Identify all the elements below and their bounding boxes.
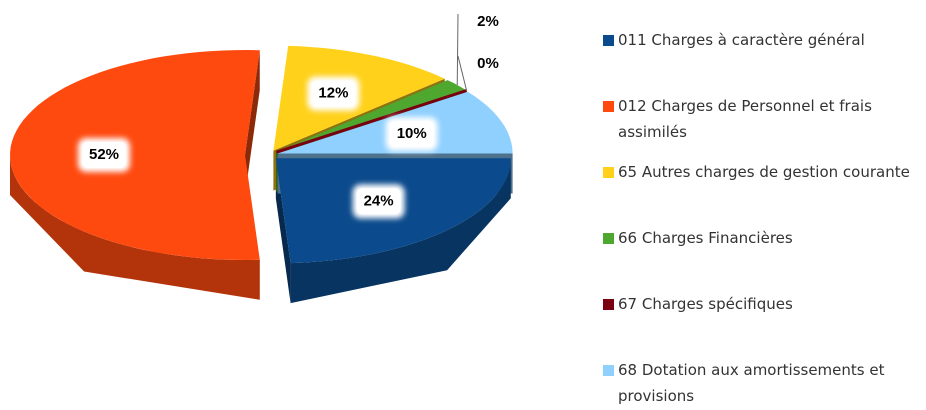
slice-side <box>245 50 260 195</box>
legend-swatch <box>603 299 614 310</box>
label-box <box>82 142 126 168</box>
legend-label: 66 Charges Financières <box>618 229 793 247</box>
legend-item: 67 Charges spécifiques <box>603 291 923 357</box>
data-label: 0% <box>477 55 499 72</box>
legend-swatch <box>603 233 614 244</box>
slice <box>276 80 467 152</box>
legend-swatch <box>603 101 614 112</box>
label-box <box>356 188 401 215</box>
leader-line <box>457 55 468 91</box>
legend-label: 68 Dotation aux amortissements et provis… <box>618 361 885 405</box>
legend-label: 011 Charges à caractère général <box>618 31 865 49</box>
label-box <box>389 121 434 148</box>
legend-item: 65 Autres charges de gestion courante <box>603 159 923 225</box>
legend: 011 Charges à caractère général 012 Charg… <box>603 27 923 410</box>
leader-line <box>456 13 459 86</box>
legend-item: 011 Charges à caractère général <box>603 27 923 93</box>
legend-label: 65 Autres charges de gestion courante <box>618 163 910 181</box>
data-label: 2% <box>477 13 499 30</box>
data-label: 24% <box>364 192 394 209</box>
legend-item: 66 Charges Financières <box>603 225 923 291</box>
data-label: 12% <box>318 85 348 102</box>
slice <box>10 50 260 260</box>
legend-swatch <box>603 365 614 376</box>
slice-wall <box>290 158 511 304</box>
data-label: 52% <box>89 146 119 163</box>
legend-label: 012 Charges de Personnel et frais assimi… <box>618 97 872 141</box>
pie-area: 24% 52% 12% 2% 0% 10% <box>10 13 513 304</box>
label-box <box>311 80 356 107</box>
legend-swatch <box>603 35 614 46</box>
legend-item: 012 Charges de Personnel et frais assimi… <box>603 93 923 159</box>
legend-label: 67 Charges spécifiques <box>618 295 793 313</box>
slice-wall <box>10 155 260 300</box>
slice <box>276 89 468 154</box>
legend-item: 68 Dotation aux amortissements et provis… <box>603 357 923 410</box>
legend-swatch <box>603 167 614 178</box>
slice-side <box>275 158 291 304</box>
data-label: 10% <box>397 125 427 142</box>
